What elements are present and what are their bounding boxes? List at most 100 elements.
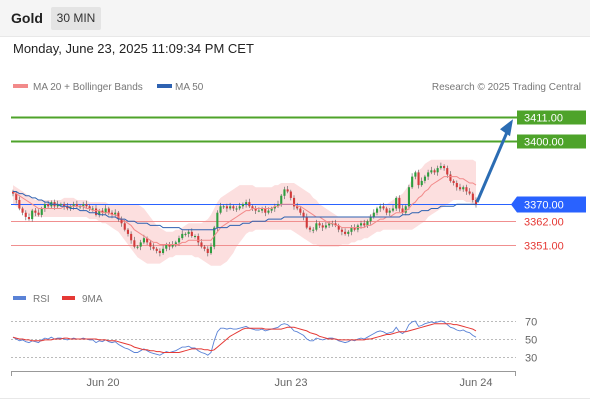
candle-up <box>162 248 165 253</box>
candle-up <box>420 180 423 186</box>
resistance-label: 3400.00 <box>524 137 564 149</box>
ma20-legend-label: MA 20 + Bollinger Bands <box>33 82 143 93</box>
candle-up <box>165 244 168 249</box>
candle-up <box>171 244 174 247</box>
rsi-line <box>12 320 477 356</box>
candle-up <box>229 206 232 209</box>
candle-up <box>462 187 465 190</box>
chart-header: Gold 30 MIN <box>0 0 590 36</box>
projection <box>475 119 513 203</box>
support-label: 3362.00 <box>524 217 564 229</box>
candle-down <box>417 172 420 186</box>
candle-up <box>312 229 315 231</box>
moving-averages <box>12 176 477 245</box>
resistance-tag <box>517 110 586 125</box>
candle-up <box>261 208 264 211</box>
candle-down <box>85 204 88 207</box>
candle-down <box>117 212 120 220</box>
candle-down <box>225 206 228 209</box>
candle-up <box>360 223 363 226</box>
candle-down <box>37 212 40 215</box>
candle-up <box>369 217 372 222</box>
candle-up <box>328 223 331 226</box>
candle-down <box>63 204 66 207</box>
candle-down <box>468 191 471 194</box>
candle-down <box>123 223 126 230</box>
current-price-label: 3370.00 <box>524 200 564 212</box>
candle-down <box>443 166 446 169</box>
candle-down <box>18 200 21 209</box>
candle-down <box>24 212 27 217</box>
current-price-tag <box>511 196 586 213</box>
candle-up <box>411 176 414 188</box>
candle-down <box>465 187 468 192</box>
candle-up <box>270 208 273 211</box>
candle-down <box>459 187 462 190</box>
price-levels: 3411.00 3400.00 3362.00 3351.00 3370.00 <box>11 110 586 253</box>
candle-down <box>433 170 436 173</box>
projection-arrow-line <box>475 124 512 203</box>
candle-up <box>414 172 417 177</box>
instrument-title: Gold <box>11 10 43 26</box>
candle-down <box>47 204 50 207</box>
rsi-tick-label: 30 <box>525 353 537 365</box>
ma50-legend-swatch <box>157 84 172 88</box>
candle-up <box>273 206 276 209</box>
candle-up <box>372 212 375 217</box>
candle-up <box>174 242 177 245</box>
candle-down <box>12 191 15 194</box>
candle-down <box>318 223 321 226</box>
candle-up <box>324 225 327 228</box>
candle-up <box>219 206 222 213</box>
candle-up <box>315 223 318 230</box>
candle-down <box>344 231 347 234</box>
candle-down <box>321 225 324 228</box>
candle-up <box>241 204 244 207</box>
candle-down <box>251 206 254 209</box>
candle-up <box>379 206 382 209</box>
candle-up <box>213 227 216 247</box>
candle-down <box>337 225 340 230</box>
candle-down <box>471 193 474 200</box>
candle-up <box>395 197 398 209</box>
candle-down <box>308 227 311 230</box>
candle-down <box>398 197 401 209</box>
candle-down <box>206 248 209 253</box>
ma50-legend-label: MA 50 <box>175 82 204 93</box>
candle-up <box>72 204 75 207</box>
rsi-ma-legend-label: 9MA <box>82 294 103 305</box>
candle-down <box>334 223 337 226</box>
candle-up <box>104 208 107 213</box>
candle-up <box>391 208 394 211</box>
candle-down <box>299 208 302 213</box>
candle-up <box>423 176 426 181</box>
projection-arrow-head <box>500 119 513 137</box>
candle-down <box>455 183 458 188</box>
x-tick-label: Jun 23 <box>274 377 307 389</box>
candle-up <box>59 204 62 206</box>
candle-up <box>136 246 139 248</box>
candle-up <box>216 212 219 228</box>
candle-down <box>446 168 449 175</box>
candle-up <box>209 246 212 254</box>
rsi-tick-label: 50 <box>525 335 537 347</box>
candle-down <box>120 219 123 224</box>
candle-down <box>197 236 200 243</box>
candle-down <box>385 208 388 213</box>
resistance-tag <box>517 134 586 149</box>
candle-down <box>34 210 37 213</box>
rsi-legend-swatch <box>13 296 26 300</box>
rsi-ma-legend-swatch <box>62 296 75 300</box>
candle-up <box>40 208 43 215</box>
candle-down <box>340 229 343 232</box>
candle-down <box>168 244 171 247</box>
candle-up <box>366 221 369 226</box>
timeframe-button[interactable]: 30 MIN <box>51 7 101 30</box>
candle-up <box>184 233 187 235</box>
candle-up <box>277 204 280 207</box>
chart-datetime: Monday, June 23, 2025 11:09:34 PM CET <box>13 41 254 56</box>
candle-up <box>114 212 117 215</box>
candle-up <box>245 202 248 205</box>
bollinger-band-area <box>13 159 476 266</box>
